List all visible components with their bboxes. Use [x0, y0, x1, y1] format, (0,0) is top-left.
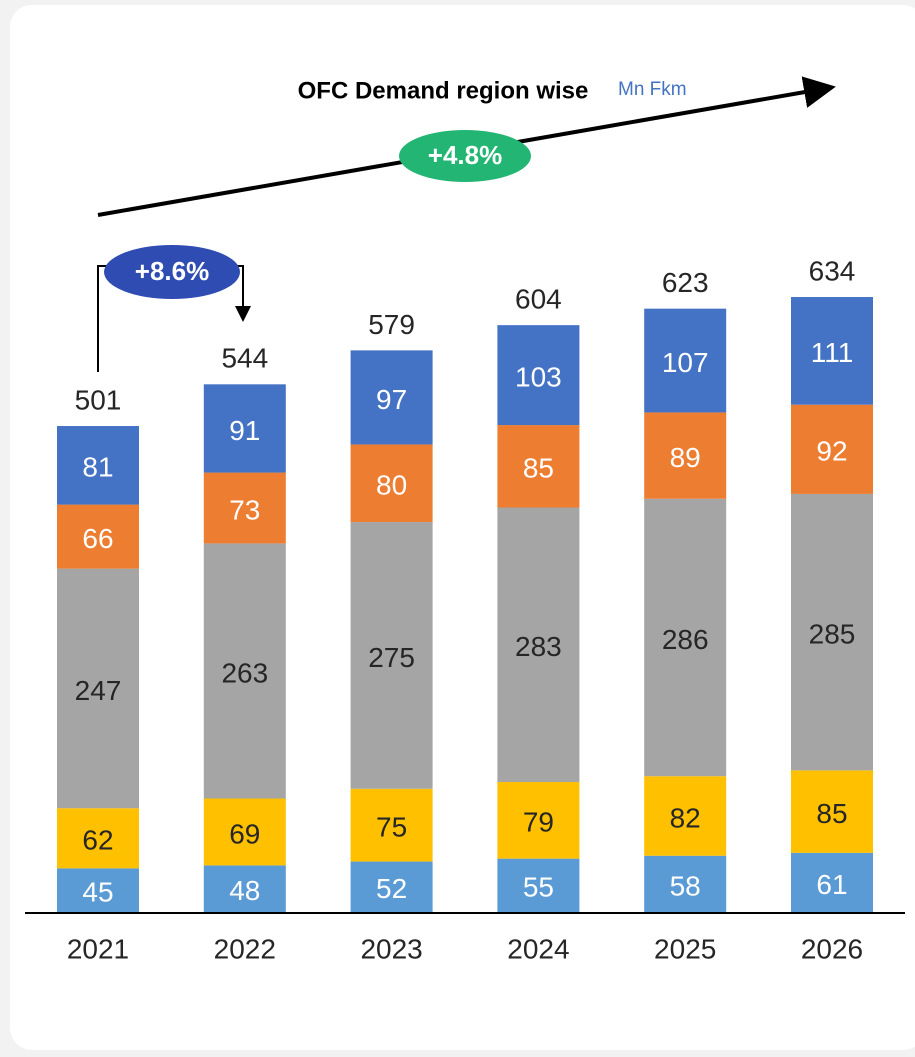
growth-badge — [104, 245, 240, 299]
chart-title: OFC Demand region wise — [298, 77, 589, 104]
bar-segment — [644, 412, 727, 499]
bar-segment — [497, 425, 580, 508]
bar-segment — [350, 350, 433, 445]
total-label: 623 — [662, 267, 709, 298]
bar-segment — [350, 861, 433, 912]
bar-segment — [497, 507, 580, 783]
bar-segment — [350, 522, 433, 789]
segment-label: 81 — [82, 452, 113, 483]
bar-segment — [497, 325, 580, 426]
total-label: 634 — [809, 255, 856, 286]
segment-label: 107 — [662, 347, 709, 378]
total-label: 579 — [368, 309, 415, 340]
bar-segment — [203, 865, 286, 912]
bar-segment — [350, 444, 433, 523]
segment-label: 75 — [376, 812, 407, 843]
bar-segment — [497, 782, 580, 859]
cagr-label: +4.8% — [428, 140, 502, 170]
x-tick-label: 2024 — [507, 933, 569, 964]
bar-segment — [57, 568, 139, 809]
segment-label: 66 — [82, 523, 113, 554]
unit-label: Mn Fkm — [618, 79, 687, 100]
bar-segment — [350, 788, 433, 862]
segment-label: 275 — [368, 642, 415, 673]
segment-label: 89 — [670, 442, 701, 473]
bar-segment — [497, 858, 580, 912]
x-tick-label: 2022 — [214, 933, 276, 964]
segment-label: 285 — [809, 619, 856, 650]
segment-label: 48 — [229, 875, 260, 906]
cagr-badge — [399, 130, 531, 182]
bar-segment — [203, 472, 286, 544]
bar-segment — [57, 868, 139, 912]
bar-segment — [791, 770, 873, 853]
growth-label: +8.6% — [135, 256, 209, 286]
segment-label: 91 — [229, 415, 260, 446]
total-label: 604 — [515, 284, 562, 315]
segment-label: 247 — [75, 675, 122, 706]
segment-label: 80 — [376, 470, 407, 501]
segment-label: 97 — [376, 384, 407, 415]
x-tick-label: 2023 — [360, 933, 422, 964]
segment-label: 111 — [811, 337, 854, 368]
x-tick-label: 2025 — [654, 933, 716, 964]
segment-label: 55 — [523, 872, 554, 903]
x-tick-label: 2026 — [801, 933, 863, 964]
bar-segment — [644, 498, 727, 777]
segment-label: 73 — [229, 494, 260, 525]
bar-segment — [203, 798, 286, 866]
x-tick-label: 2021 — [67, 933, 129, 964]
bar-segment — [203, 543, 286, 799]
segment-label: 45 — [82, 877, 113, 908]
bar-segment — [644, 776, 727, 856]
bar-segment — [57, 504, 139, 569]
bar-segment — [644, 855, 727, 912]
segment-label: 283 — [515, 631, 562, 662]
segment-label: 263 — [221, 657, 268, 688]
segment-label: 79 — [523, 807, 554, 838]
segment-label: 58 — [670, 870, 701, 901]
segment-label: 85 — [523, 453, 554, 484]
bar-segment — [791, 297, 873, 405]
bar-segment — [791, 852, 873, 912]
segment-label: 61 — [816, 869, 847, 900]
bar-segment — [644, 308, 727, 413]
bar-segment — [57, 808, 139, 869]
segment-label: 92 — [816, 436, 847, 467]
segment-label: 82 — [670, 802, 701, 833]
segment-label: 85 — [816, 798, 847, 829]
bar-segment — [791, 493, 873, 771]
total-label: 544 — [221, 343, 268, 374]
segment-label: 62 — [82, 825, 113, 856]
total-label: 501 — [75, 384, 122, 415]
segment-label: 52 — [376, 873, 407, 904]
bar-segment — [57, 426, 139, 505]
segment-label: 103 — [515, 361, 562, 392]
segment-label: 286 — [662, 624, 709, 655]
bar-segment — [203, 384, 286, 473]
segment-label: 69 — [229, 818, 260, 849]
bar-segment — [791, 404, 873, 494]
